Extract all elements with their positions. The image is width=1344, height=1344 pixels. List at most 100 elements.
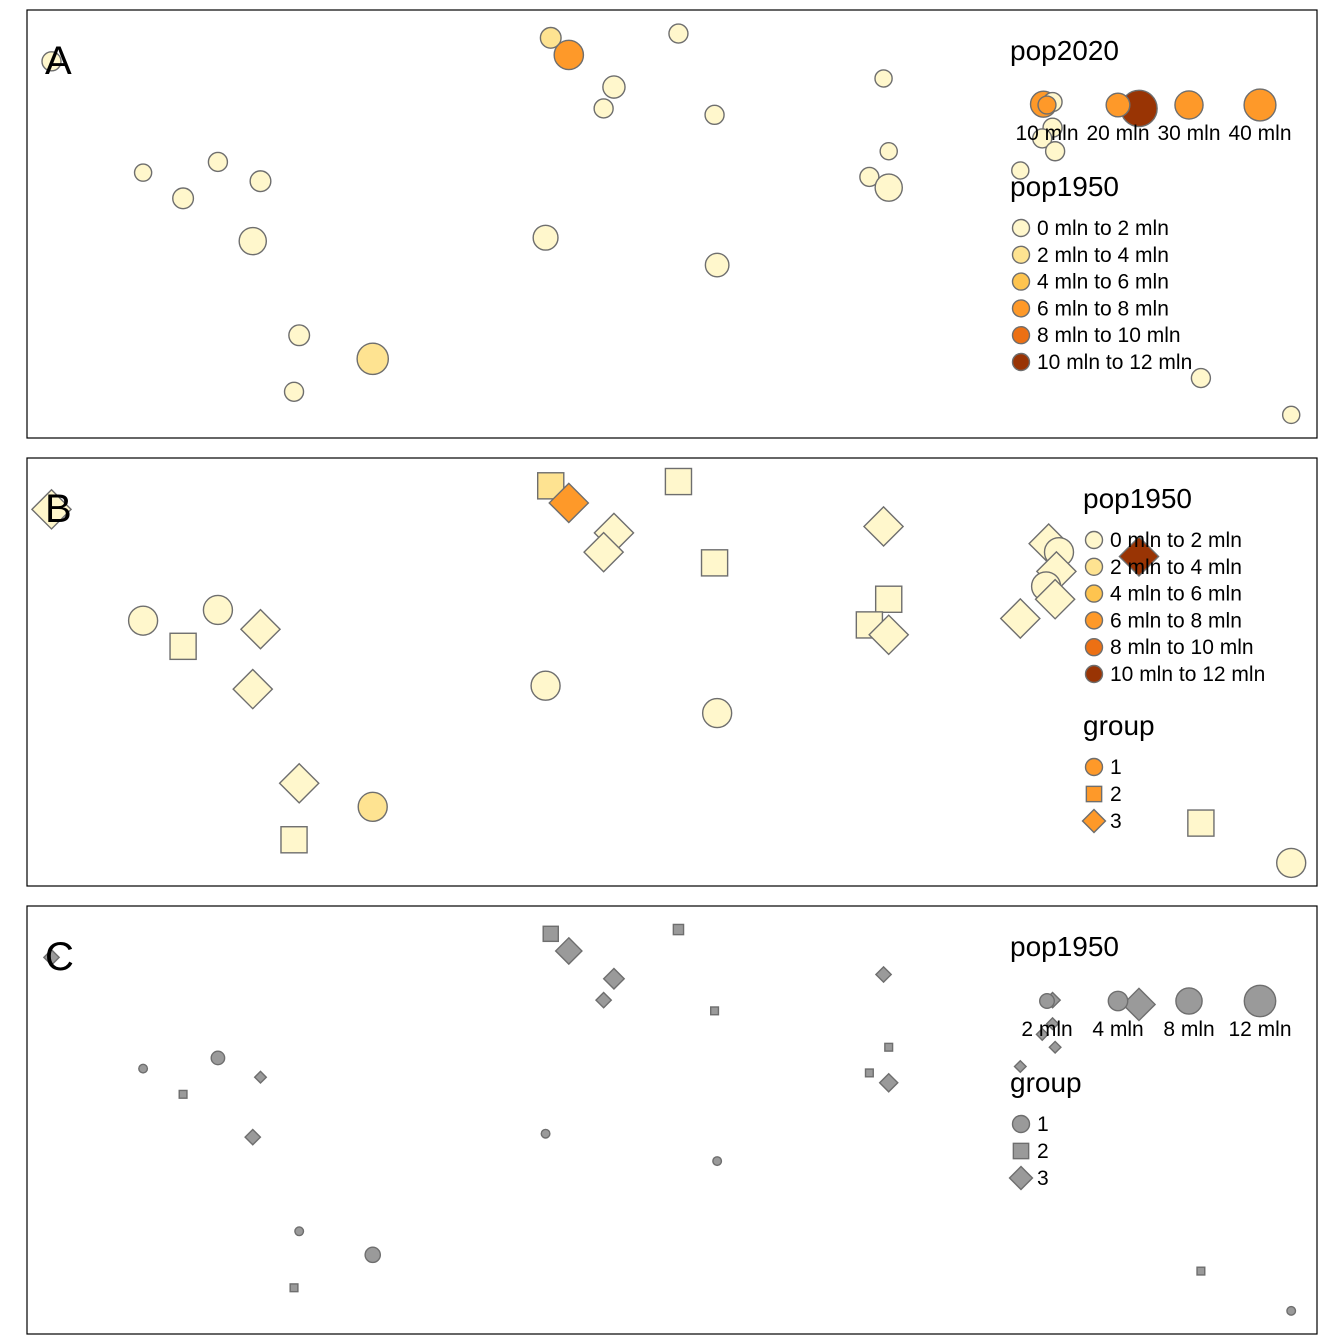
size-legend-symbol: [1107, 990, 1129, 1012]
data-point: [553, 39, 585, 71]
color-legend-swatch: [1011, 326, 1031, 345]
panel-b-color-legend: 0 mln to 2 mln 2 mln to 4 mln 4 mln to 6 m…: [1084, 529, 1265, 686]
data-point: [1118, 535, 1160, 578]
data-point: [1044, 141, 1066, 162]
size-legend-label: 40 mln: [1228, 122, 1291, 145]
size-legend-label: 8 mln: [1163, 1018, 1214, 1041]
data-point: [202, 594, 234, 626]
data-point: [1013, 1059, 1028, 1074]
shape-legend-label: 3: [1037, 1167, 1049, 1190]
panel-b-points: [30, 467, 1307, 879]
data-point: [249, 170, 272, 193]
color-legend-swatch: [1011, 352, 1031, 372]
shape-legend-symbol: [1085, 785, 1103, 803]
data-point: [859, 166, 880, 188]
shape-legend-label: 3: [1110, 810, 1122, 833]
data-point: [238, 226, 268, 256]
data-point: [701, 697, 733, 729]
data-point: [1032, 128, 1053, 149]
data-point: [878, 1072, 899, 1093]
data-point: [542, 925, 559, 943]
data-point: [1196, 1266, 1206, 1276]
data-point: [874, 173, 903, 202]
panel-c-shape-legend-title: group: [1010, 1067, 1082, 1098]
size-legend-symbol: [1037, 95, 1057, 115]
data-point: [289, 1283, 299, 1293]
data-point: [999, 597, 1041, 640]
data-point: [864, 1068, 874, 1078]
data-point: [283, 381, 305, 402]
color-legend-swatch: [1011, 272, 1031, 291]
data-point: [539, 26, 562, 49]
panel-c-points: [42, 923, 1297, 1316]
panel-c-shape-legend: 1 2 3: [1008, 1113, 1049, 1191]
data-point: [210, 1050, 226, 1066]
panel-c-letter: C: [45, 935, 74, 979]
data-point: [540, 1128, 551, 1139]
size-legend-label: 10 mln: [1015, 122, 1078, 145]
data-point: [704, 252, 730, 278]
color-legend-swatch: [1084, 530, 1104, 550]
data-point: [172, 187, 195, 210]
data-point: [294, 1226, 305, 1237]
size-legend-label: 12 mln: [1228, 1018, 1291, 1041]
data-point: [874, 585, 903, 613]
color-legend-swatch: [1084, 611, 1104, 630]
data-point: [1275, 847, 1307, 879]
shape-legend-label: 1: [1110, 756, 1122, 779]
data-point: [42, 948, 61, 967]
shape-legend-symbol: [1084, 757, 1104, 777]
panel-a-color-legend-title: pop1950: [1010, 171, 1119, 202]
color-legend-label: 6 mln to 8 mln: [1110, 609, 1242, 632]
size-legend-symbol: [1243, 88, 1277, 122]
data-point: [41, 51, 62, 72]
color-legend-label: 0 mln to 2 mln: [1110, 529, 1242, 552]
color-legend-swatch: [1011, 245, 1031, 265]
size-legend-label: 20 mln: [1086, 122, 1149, 145]
panel-a-letter: A: [45, 39, 72, 83]
shape-legend-symbol: [1081, 808, 1107, 834]
data-point: [1121, 987, 1157, 1022]
size-legend-symbol: [1105, 92, 1131, 118]
data-point: [364, 1246, 382, 1264]
data-point: [169, 632, 197, 661]
panel-a-color-legend: 0 mln to 2 mln 2 mln to 4 mln 4 mln to 6 m…: [1011, 217, 1192, 374]
color-legend-label: 0 mln to 2 mln: [1037, 217, 1169, 240]
size-legend-label: 30 mln: [1157, 122, 1220, 145]
data-point: [879, 141, 898, 161]
data-point: [1187, 809, 1215, 837]
data-point: [1034, 578, 1076, 620]
data-point: [1048, 1040, 1062, 1055]
color-legend-label: 10 mln to 12 mln: [1037, 351, 1192, 374]
data-point: [239, 608, 282, 650]
data-point: [532, 224, 559, 251]
color-legend-label: 2 mln to 4 mln: [1110, 556, 1242, 579]
panel-a-frame: [26, 9, 1318, 439]
data-point: [874, 965, 893, 984]
panel-a-size-legend: 10 mln 20 mln 30 mln 40 mln: [1015, 88, 1292, 145]
panel-b: B pop1950 0 mln to 2 mln 2 mln to 4 mln 4 …: [26, 457, 1318, 887]
data-point: [138, 1063, 149, 1074]
data-point: [1045, 1016, 1060, 1031]
data-point: [288, 324, 311, 347]
data-point: [554, 936, 583, 966]
data-point: [594, 991, 613, 1009]
panel-b-shape-legend: 1 2 3: [1081, 756, 1122, 834]
color-legend-swatch: [1011, 299, 1031, 318]
data-point: [207, 151, 229, 173]
data-point: [1281, 405, 1301, 425]
data-point: [280, 826, 308, 854]
data-point: [1190, 367, 1212, 389]
data-point: [668, 23, 689, 44]
size-legend-symbol: [1175, 987, 1203, 1015]
data-point: [712, 1156, 723, 1167]
color-legend-label: 10 mln to 12 mln: [1110, 663, 1265, 686]
data-point: [232, 668, 274, 710]
data-point: [593, 98, 614, 119]
data-point: [548, 482, 590, 524]
color-legend-label: 8 mln to 10 mln: [1037, 324, 1181, 347]
size-legend-symbol: [1174, 90, 1204, 120]
data-point: [1011, 161, 1030, 180]
data-point: [868, 614, 910, 656]
